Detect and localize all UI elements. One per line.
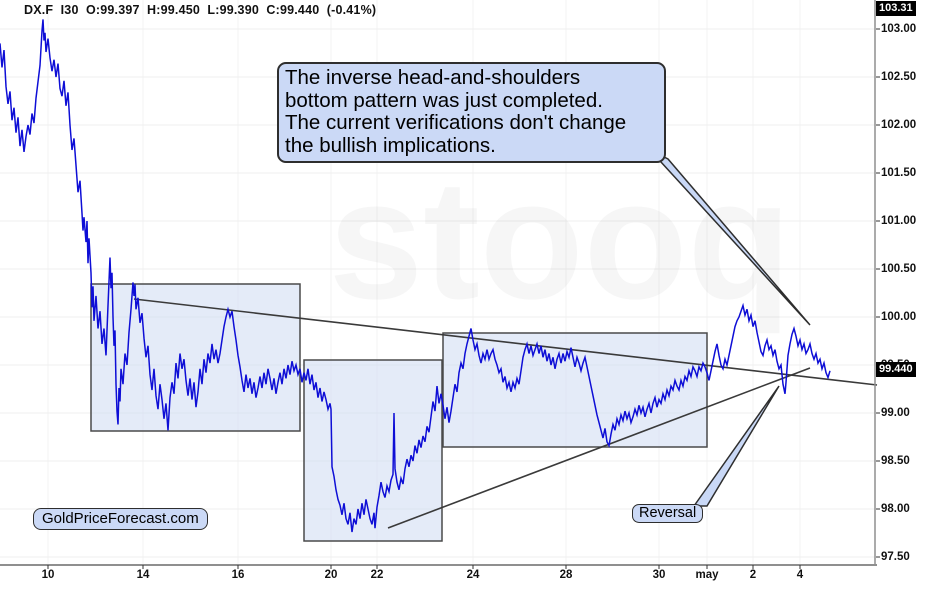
x-axis-label: 14 — [136, 569, 150, 581]
ascending-support-trendline — [387, 367, 811, 529]
x-axis-label: 10 — [41, 569, 55, 581]
y-axis-label: 100.50 — [881, 263, 917, 275]
reversal-label: Reversal — [632, 504, 704, 523]
last-price-badge: 99.440 — [876, 362, 916, 377]
y-axis-label: 102.50 — [881, 71, 917, 83]
brand-label: GoldPriceForecast.com — [33, 508, 208, 530]
x-axis-label: 20 — [324, 569, 338, 581]
x-axis-label: 4 — [796, 569, 804, 581]
y-axis-label: 97.50 — [881, 551, 910, 563]
x-axis-label: 2 — [749, 569, 757, 581]
y-axis-label: 100.00 — [881, 311, 917, 323]
x-axis-label: 16 — [231, 569, 245, 581]
y-axis-label: 102.00 — [881, 119, 917, 131]
y-axis-label: 98.50 — [881, 455, 910, 467]
y-axis-label: 99.00 — [881, 407, 910, 419]
y-axis-label: 101.50 — [881, 167, 917, 179]
x-axis-label: may — [695, 569, 719, 581]
x-axis-label: 30 — [652, 569, 666, 581]
y-axis-label: 98.00 — [881, 503, 910, 515]
quote-header: DX.F I30 O:99.397 H:99.450 L:99.390 C:99… — [24, 3, 377, 17]
y-axis-label: 103.00 — [881, 23, 917, 35]
y-axis-label: 101.00 — [881, 215, 917, 227]
price-line — [0, 19, 831, 533]
x-axis-label: 24 — [466, 569, 480, 581]
pattern-box-head — [303, 359, 443, 542]
x-axis-label: 28 — [559, 569, 573, 581]
descending-neckline-trendline — [133, 298, 878, 386]
annotation-bubble: The inverse head-and-shoulders bottom pa… — [277, 62, 666, 163]
range-high-badge: 103.31 — [876, 1, 916, 16]
x-axis-label: 22 — [370, 569, 384, 581]
stooq-watermark: stooq — [329, 145, 792, 335]
